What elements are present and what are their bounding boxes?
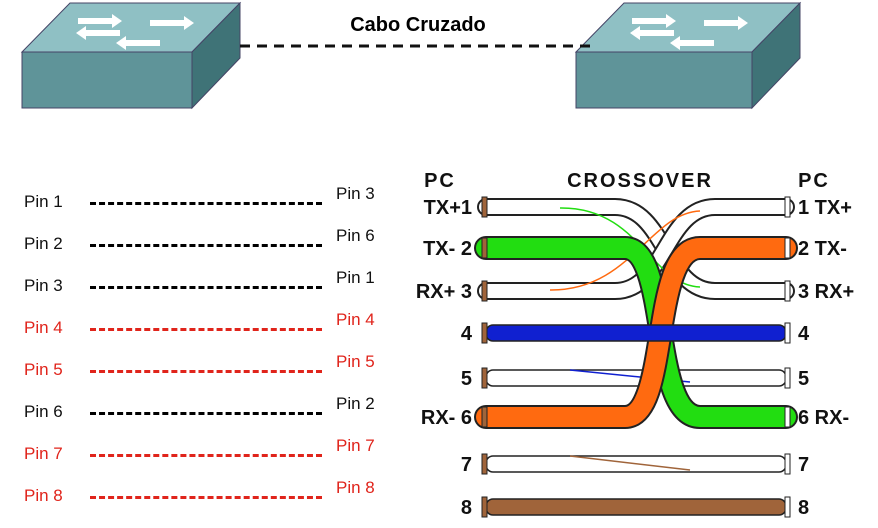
- pin-connection-dashed-line: [90, 202, 322, 205]
- left-pc-header: PC: [424, 170, 456, 192]
- pin-connection-dashed-line: [90, 412, 322, 415]
- pin-right-label: Pin 7: [336, 436, 375, 455]
- pin-mapping-row: Pin 2 Pin 6: [0, 226, 400, 264]
- left-connector-cap: [481, 496, 488, 518]
- pin-left-label: Pin 8: [24, 486, 63, 505]
- pin-connection-dashed-line: [90, 496, 322, 499]
- right-connector-cap: [784, 496, 791, 518]
- wire-5: [485, 369, 787, 387]
- wire-4: [485, 324, 787, 342]
- pin-connection-dashed-line: [90, 286, 322, 289]
- left-switch-icon: [20, 1, 242, 110]
- pin-right-label: Pin 5: [336, 352, 375, 371]
- left-connector-cap: [481, 237, 488, 259]
- right-pin-label: 3 RX+: [798, 281, 854, 303]
- right-pin-label: 7: [798, 454, 809, 476]
- right-connector-cap: [784, 406, 791, 428]
- pin-mapping-row: Pin 3 Pin 1: [0, 268, 400, 306]
- right-connector-cap: [784, 453, 791, 475]
- pin-left-label: Pin 2: [24, 234, 63, 253]
- pin-left-label: Pin 1: [24, 192, 63, 211]
- left-pin-label: 4: [461, 323, 473, 345]
- right-connector-cap: [784, 237, 791, 259]
- left-connector-cap: [481, 322, 488, 344]
- left-connector-cap: [481, 280, 488, 302]
- pin-right-label: Pin 2: [336, 394, 375, 413]
- pin-connection-dashed-line: [90, 370, 322, 373]
- pin-right-label: Pin 6: [336, 226, 375, 245]
- right-pc-header: PC: [798, 170, 830, 192]
- right-pin-label: 4: [798, 323, 810, 345]
- cable-title: Cabo Cruzado: [350, 14, 486, 36]
- right-pin-label: 5: [798, 368, 809, 390]
- wire-8: [485, 498, 787, 516]
- crossover-wiring-diagram: PC CROSSOVER PC TX+1 1 TX+ TX- 2 2 TX- RX+ 3 3 R…: [416, 170, 854, 519]
- pin-right-label: Pin 1: [336, 268, 375, 287]
- right-switch-icon: [574, 1, 802, 110]
- pin-left-label: Pin 5: [24, 360, 63, 379]
- pin-left-label: Pin 3: [24, 276, 63, 295]
- right-connector-cap: [784, 280, 791, 302]
- right-pin-label: 8: [798, 497, 809, 519]
- left-pin-label: TX+1: [424, 197, 472, 219]
- left-pin-label: 8: [461, 497, 472, 519]
- pin-connection-dashed-line: [90, 454, 322, 457]
- pin-left-label: Pin 6: [24, 402, 63, 421]
- right-connector-cap: [784, 322, 791, 344]
- pin-left-label: Pin 4: [24, 318, 63, 337]
- right-connector-cap: [784, 196, 791, 218]
- pin-mapping-row: Pin 6 Pin 2: [0, 394, 400, 432]
- switch-diagram: [20, 1, 802, 110]
- left-pin-label: 7: [461, 454, 472, 476]
- left-pin-label: TX- 2: [423, 238, 472, 260]
- left-connector-cap: [481, 453, 488, 475]
- left-connector-cap: [481, 406, 488, 428]
- left-connector-cap: [481, 367, 488, 389]
- pin-mapping-row: Pin 7 Pin 7: [0, 436, 400, 474]
- pin-mapping-row: Pin 5 Pin 5: [0, 352, 400, 390]
- right-pin-label: 1 TX+: [798, 197, 852, 219]
- pin-right-label: Pin 4: [336, 310, 375, 329]
- left-pin-label: 5: [461, 368, 472, 390]
- crossover-header: CROSSOVER: [567, 170, 713, 192]
- pin-connection-dashed-line: [90, 244, 322, 247]
- right-pin-label: 2 TX-: [798, 238, 847, 260]
- pin-right-label: Pin 3: [336, 184, 375, 203]
- pin-connection-dashed-line: [90, 328, 322, 331]
- pin-right-label: Pin 8: [336, 478, 375, 497]
- right-pin-label: 6 RX-: [798, 407, 849, 429]
- right-connector-cap: [784, 367, 791, 389]
- left-pin-label: RX+ 3: [416, 281, 472, 303]
- left-pin-label: RX- 6: [421, 407, 472, 429]
- pin-mapping-row: Pin 4 Pin 4: [0, 310, 400, 348]
- pin-mapping-row: Pin 8 Pin 8: [0, 478, 400, 516]
- left-connector-cap: [481, 196, 488, 218]
- pin-mapping-row: Pin 1 Pin 3: [0, 184, 400, 222]
- wire-3: [479, 200, 793, 298]
- pin-left-label: Pin 7: [24, 444, 63, 463]
- wire-7-tracer: [569, 455, 691, 471]
